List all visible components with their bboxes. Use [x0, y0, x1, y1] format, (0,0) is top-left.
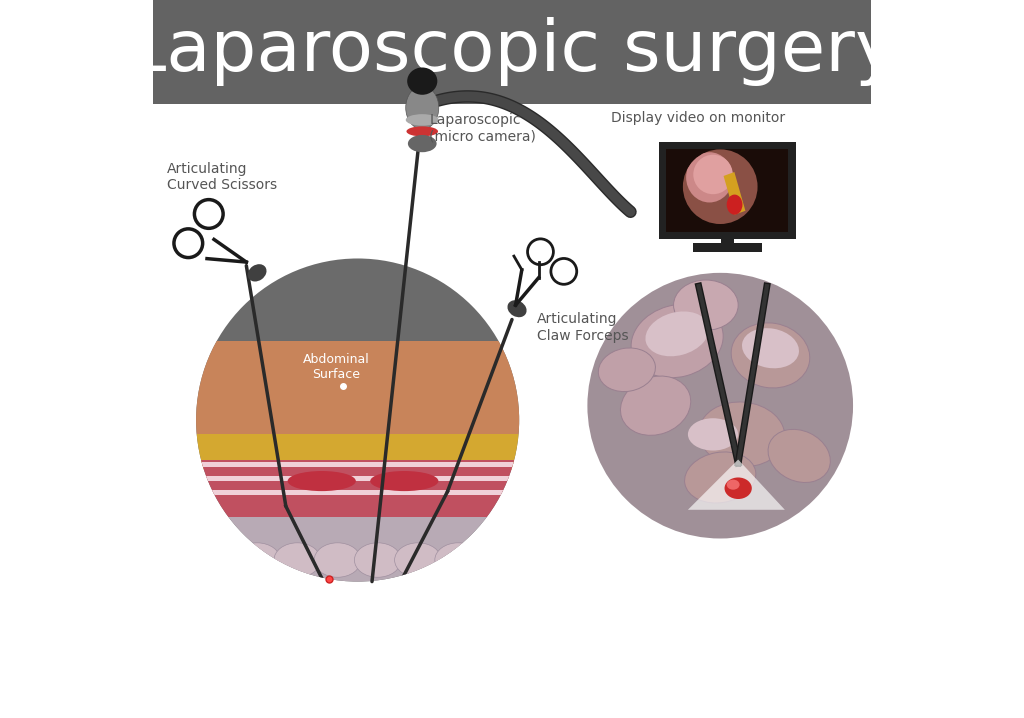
Ellipse shape: [435, 543, 481, 577]
Text: Articulating
Curved Scissors: Articulating Curved Scissors: [167, 162, 278, 192]
Ellipse shape: [371, 471, 438, 491]
Ellipse shape: [248, 264, 266, 281]
Text: Laparoscopic surgery: Laparoscopic surgery: [126, 17, 898, 86]
Bar: [181, 341, 534, 434]
Text: Abdominal
Surface: Abdominal Surface: [303, 353, 370, 381]
Ellipse shape: [645, 312, 709, 356]
Ellipse shape: [768, 429, 830, 482]
Ellipse shape: [408, 67, 437, 95]
Ellipse shape: [698, 402, 784, 467]
Ellipse shape: [314, 543, 360, 577]
Bar: [153, 0, 871, 104]
Ellipse shape: [725, 477, 752, 499]
Bar: [181, 462, 534, 467]
Ellipse shape: [727, 480, 739, 490]
Ellipse shape: [406, 86, 438, 129]
Bar: [181, 476, 534, 481]
Ellipse shape: [406, 114, 438, 126]
Bar: [721, 231, 734, 244]
Ellipse shape: [688, 418, 738, 451]
Ellipse shape: [693, 155, 733, 195]
Bar: [659, 142, 796, 238]
Ellipse shape: [354, 543, 401, 577]
Circle shape: [683, 149, 758, 224]
Ellipse shape: [674, 280, 738, 330]
Ellipse shape: [598, 348, 655, 391]
Bar: [181, 490, 534, 495]
Bar: [181, 434, 534, 470]
Bar: [693, 243, 762, 252]
Ellipse shape: [631, 304, 723, 378]
Ellipse shape: [288, 471, 355, 491]
Ellipse shape: [407, 126, 438, 136]
Ellipse shape: [727, 195, 742, 215]
Ellipse shape: [685, 452, 756, 503]
Ellipse shape: [508, 300, 526, 317]
Polygon shape: [688, 460, 784, 510]
Bar: [181, 517, 534, 589]
Text: Laparoscopic
(micro camera): Laparoscopic (micro camera): [429, 113, 537, 144]
Ellipse shape: [233, 543, 281, 577]
Bar: [181, 460, 534, 517]
Ellipse shape: [274, 543, 321, 577]
Bar: [667, 149, 788, 231]
Circle shape: [196, 258, 519, 582]
Text: Articulating
Claw Forceps: Articulating Claw Forceps: [538, 312, 629, 342]
Ellipse shape: [394, 543, 441, 577]
Ellipse shape: [621, 376, 691, 435]
Ellipse shape: [742, 328, 799, 368]
Ellipse shape: [686, 152, 733, 202]
Polygon shape: [724, 172, 745, 215]
Ellipse shape: [731, 323, 810, 388]
Ellipse shape: [408, 135, 436, 152]
Text: Display video on monitor: Display video on monitor: [611, 111, 785, 125]
Circle shape: [588, 273, 853, 538]
